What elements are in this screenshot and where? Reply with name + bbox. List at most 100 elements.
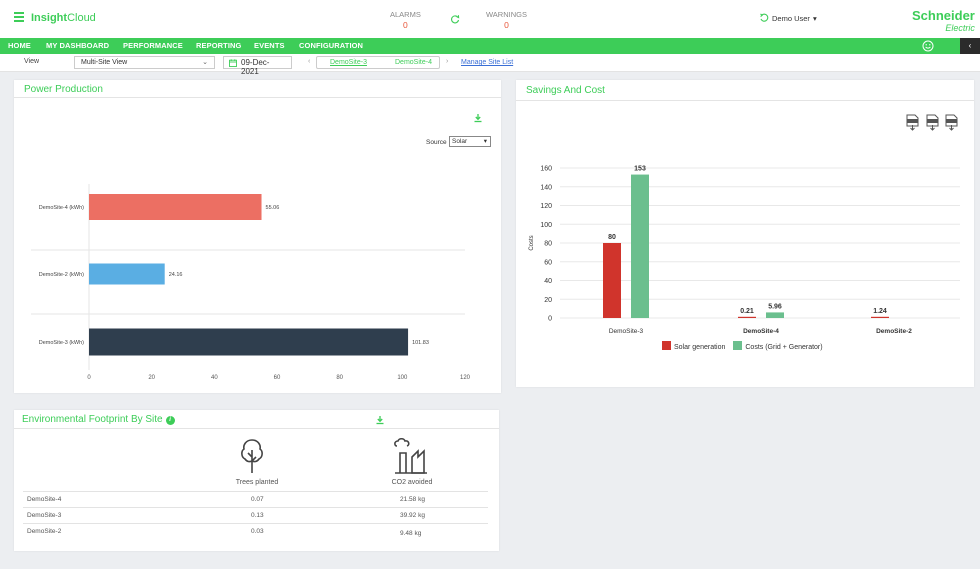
manage-site-list-link[interactable]: Manage Site List (461, 59, 514, 66)
x-tick-label: 120 (460, 375, 471, 381)
top-bar: InsightCloud ALARMS 0 WARNINGS 0 Demo Us… (0, 0, 980, 38)
data-label: 101.83 (412, 340, 429, 346)
env-table-row: DemoSite-2 0.03 9.48 kg (23, 523, 488, 539)
warnings-count: 0 (504, 20, 509, 30)
card-divider (516, 100, 974, 101)
y-tick-label: 20 (544, 297, 552, 304)
alarms-label: ALARMS (390, 10, 421, 19)
source-label: Source (426, 139, 447, 146)
x-tick-label: 60 (274, 375, 281, 381)
data-label: 1.24 (873, 308, 887, 315)
source-select[interactable]: Solar ▾ (449, 136, 491, 147)
co2-avoided-header: CO2 avoided (391, 479, 433, 486)
x-tick-label: DemoSite-4 (743, 328, 779, 335)
bar (89, 194, 262, 220)
power-production-title: Power Production (24, 84, 103, 95)
site-tab-demosite-4[interactable]: DemoSite-4 (395, 59, 432, 66)
user-name: Demo User (772, 13, 810, 23)
env-table-row: DemoSite-3 0.13 39.92 kg (23, 507, 488, 523)
card-divider (14, 428, 499, 429)
hamburger-menu-icon[interactable] (14, 12, 24, 22)
feedback-smiley-icon[interactable] (922, 40, 934, 52)
site-tab-demosite-3[interactable]: DemoSite-3 (330, 59, 367, 66)
brand-logo[interactable]: InsightCloud (31, 12, 96, 24)
data-label: 0.21 (740, 308, 754, 315)
bar (766, 312, 784, 318)
legend-swatch (733, 341, 743, 350)
legend-item-solar[interactable]: Solar generation (662, 341, 725, 351)
nav-my-dashboard[interactable]: MY DASHBOARD (46, 41, 110, 50)
x-tick-label: 80 (336, 375, 343, 381)
env-co2-value: 21.58 kg (400, 496, 425, 503)
y-tick-label: 60 (544, 259, 552, 266)
x-tick-label: 100 (397, 375, 408, 381)
nav-home[interactable]: HOME (8, 41, 31, 50)
sites-prev-arrow[interactable]: ‹ (308, 58, 311, 65)
x-tick-label: 40 (211, 375, 218, 381)
data-label: 153 (634, 166, 646, 173)
user-refresh-icon (760, 13, 769, 22)
schneider-logo: Schneider Electric (912, 8, 975, 33)
alarms-count: 0 (403, 20, 408, 30)
legend-item-costs[interactable]: Costs (Grid + Generator) (733, 341, 823, 351)
trees-planted-header: Trees planted (235, 479, 279, 486)
nav-reporting[interactable]: REPORTING (196, 41, 242, 50)
main-nav: HOME MY DASHBOARD PERFORMANCE REPORTING … (0, 38, 980, 54)
date-picker[interactable]: 09-Dec-2021 (223, 56, 292, 76)
x-tick-label: DemoSite-3 (609, 328, 644, 335)
chevron-down-icon: ▾ (483, 138, 487, 145)
sites-next-arrow[interactable]: › (446, 58, 449, 65)
filter-toolbar: View Multi-Site View ⌄ 09-Dec-2021 ‹ Dem… (0, 54, 980, 76)
view-select[interactable]: Multi-Site View ⌄ (74, 56, 215, 69)
y-tick-label: 0 (548, 316, 552, 323)
env-co2-value: 9.48 kg (400, 530, 422, 537)
data-label: 55.06 (266, 205, 280, 211)
user-menu[interactable]: Demo User ▾ (759, 13, 817, 23)
env-trees-value: 0.07 (251, 496, 264, 503)
co2-factory-icon (394, 437, 427, 474)
info-icon[interactable]: i (165, 416, 175, 425)
nav-events[interactable]: EVENTS (254, 41, 285, 50)
bar (631, 174, 649, 318)
legend-swatch (662, 341, 671, 350)
bar (871, 316, 889, 318)
x-tick-label: DemoSite-2 (876, 328, 912, 335)
env-site-name: DemoSite-3 (27, 512, 62, 519)
bar (738, 316, 756, 318)
calendar-icon (229, 59, 237, 67)
chevron-down-icon: ▾ (812, 13, 817, 23)
download-pdf-icon[interactable] (945, 114, 958, 131)
bar (603, 243, 621, 318)
data-label: 5.96 (768, 303, 782, 310)
refresh-icon[interactable] (450, 14, 460, 24)
nav-configuration[interactable]: CONFIGURATION (299, 41, 364, 50)
bar (89, 263, 165, 285)
collapse-panel-button[interactable]: ‹ (960, 38, 980, 54)
environmental-footprint-card: Environmental Footprint By Site i (14, 410, 499, 551)
warnings-counter[interactable]: WARNINGS 0 (486, 10, 527, 30)
alarms-counter[interactable]: ALARMS 0 (390, 10, 421, 30)
category-label: DemoSite-4 (kWh) (39, 205, 84, 211)
savings-cost-title: Savings And Cost (526, 85, 605, 96)
savings-cost-card: Savings And Cost (516, 80, 974, 387)
env-site-name: DemoSite-2 (27, 528, 62, 535)
env-site-name: DemoSite-4 (27, 496, 62, 503)
view-label: View (24, 58, 40, 65)
y-axis-label: Costs (529, 235, 535, 250)
download-jpg-icon[interactable] (926, 114, 939, 131)
env-table-row: DemoSite-4 0.07 21.58 kg (23, 491, 488, 507)
nav-performance[interactable]: PERFORMANCE (123, 41, 183, 50)
y-tick-label: 80 (544, 241, 552, 248)
download-icon[interactable] (375, 415, 385, 425)
download-png-icon[interactable] (906, 114, 919, 131)
y-tick-label: 100 (540, 222, 552, 229)
x-tick-label: 0 (87, 375, 91, 381)
site-tabs: DemoSite-3 DemoSite-4 (316, 56, 440, 69)
env-trees-value: 0.13 (251, 512, 264, 519)
data-label: 80 (608, 234, 616, 241)
env-trees-value: 0.03 (251, 528, 264, 535)
download-icon[interactable] (473, 113, 483, 123)
y-tick-label: 40 (544, 278, 552, 285)
category-label: DemoSite-3 (kWh) (39, 340, 84, 346)
